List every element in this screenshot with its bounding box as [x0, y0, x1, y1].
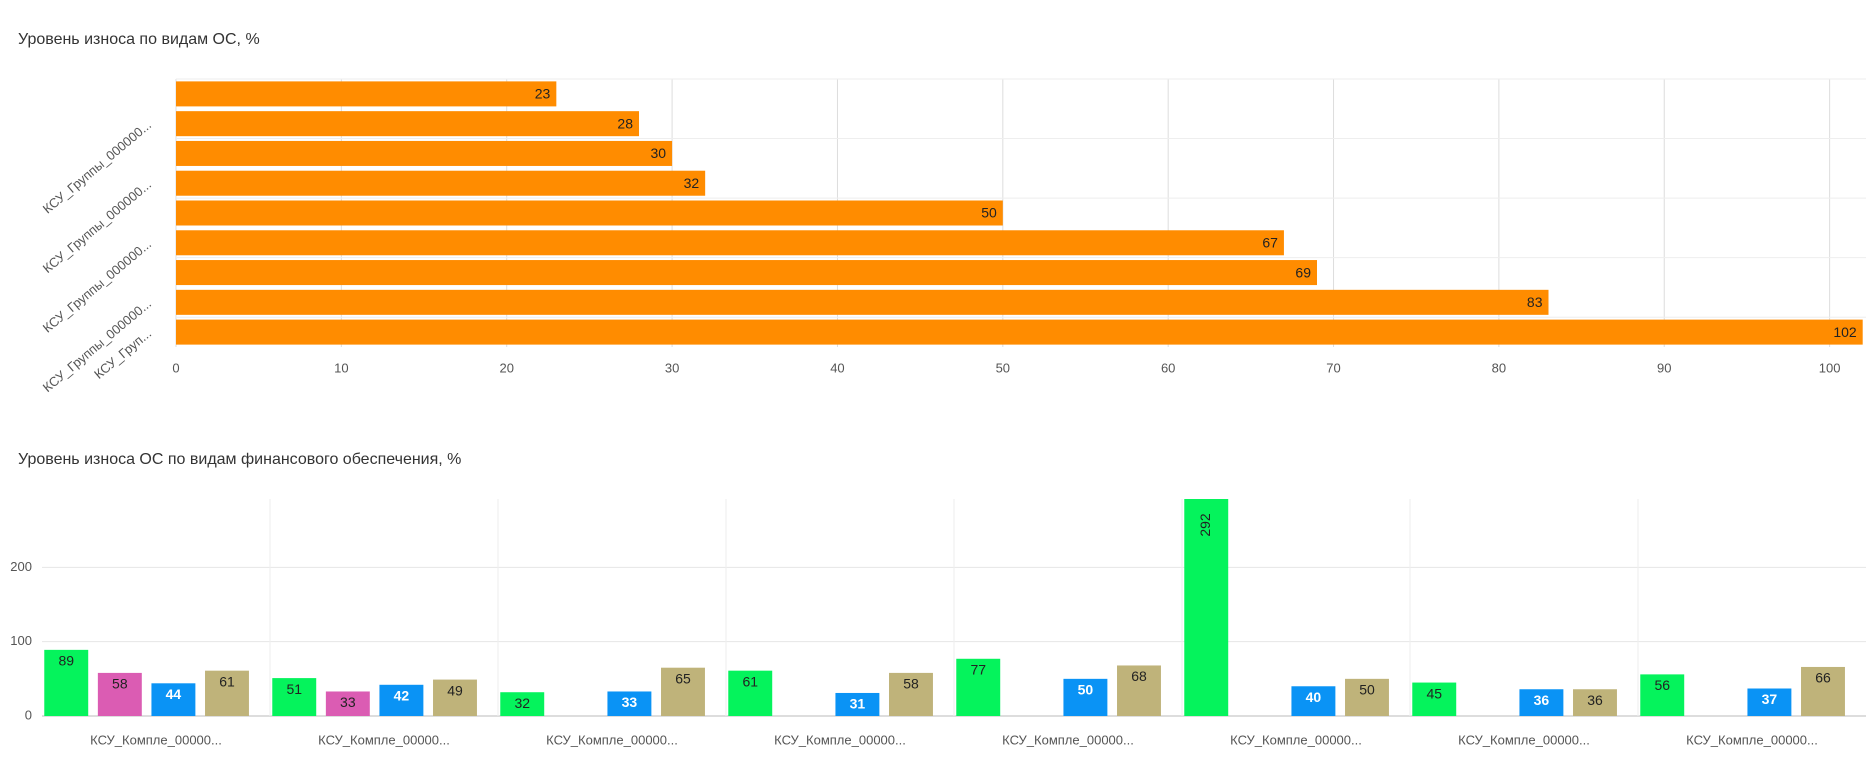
value-label: 37: [1762, 691, 1778, 707]
bar: [1184, 499, 1229, 716]
bar: [97, 672, 142, 716]
bar: [151, 683, 196, 716]
x-tick-label: КСУ_Компле_00000...: [1230, 732, 1362, 747]
bar: [1412, 682, 1457, 716]
value-label: 33: [622, 694, 638, 710]
value-label: 45: [1426, 685, 1442, 701]
bar: [176, 81, 557, 107]
x-tick-label: 60: [1161, 360, 1175, 375]
x-tick-label: 20: [499, 360, 513, 375]
bar: [1519, 689, 1564, 716]
value-label: 44: [166, 686, 182, 702]
x-tick-label: КСУ_Компле_00000...: [1458, 732, 1590, 747]
value-label: 66: [1815, 670, 1831, 686]
value-label: 77: [970, 661, 986, 677]
value-label: 50: [1359, 682, 1375, 698]
value-label: 50: [981, 205, 997, 221]
bar: [889, 672, 933, 716]
value-label: 83: [1527, 294, 1543, 310]
bar: [176, 200, 1003, 226]
y-tick-label: 100: [10, 633, 32, 648]
x-tick-label: 100: [1819, 360, 1841, 375]
x-tick-label: КСУ_Компле_00000...: [546, 732, 678, 747]
value-label: 68: [1131, 668, 1147, 684]
value-label: 61: [219, 673, 235, 689]
x-tick-label: 30: [665, 360, 679, 375]
value-label: 31: [850, 696, 866, 712]
y-tick-label: 200: [10, 559, 32, 574]
bar: [1063, 678, 1108, 716]
bar: [1801, 666, 1845, 716]
bar: [176, 170, 706, 196]
x-tick-label: КСУ_Компле_00000...: [1002, 732, 1134, 747]
x-tick-label: КСУ_Компле_00000...: [1686, 732, 1818, 747]
bar: [272, 678, 317, 716]
value-label: 33: [340, 694, 356, 710]
x-tick-label: КСУ_Компле_00000...: [318, 732, 450, 747]
bar: [835, 692, 880, 716]
value-label: 32: [684, 175, 700, 191]
bar: [433, 679, 477, 716]
value-label: 102: [1833, 324, 1857, 340]
value-label: 51: [286, 681, 302, 697]
x-tick-label: КСУ_Компле_00000...: [774, 732, 906, 747]
value-label: 30: [651, 145, 667, 161]
bar: [1117, 665, 1161, 716]
bar: [728, 670, 773, 716]
value-label: 32: [514, 695, 530, 711]
bar: [176, 289, 1549, 315]
value-label: 23: [535, 86, 551, 102]
x-tick-label: 0: [172, 360, 179, 375]
value-label: 58: [903, 676, 919, 692]
value-label: 58: [112, 676, 128, 692]
bar: [176, 230, 1284, 256]
chart-title: Уровень износа ОС по видам финансового о…: [18, 451, 461, 468]
x-tick-label: КСУ_Компле_00000...: [90, 732, 222, 747]
value-label: 67: [1262, 234, 1278, 250]
value-label: 49: [447, 682, 463, 698]
bar: [1640, 674, 1685, 716]
bar: [1291, 686, 1336, 716]
value-label: 36: [1587, 692, 1603, 708]
value-label: 61: [742, 673, 758, 689]
bar: [205, 670, 249, 716]
bar: [325, 691, 370, 716]
x-tick-label: 50: [996, 360, 1010, 375]
bar: [607, 691, 652, 716]
x-tick-label: 10: [334, 360, 348, 375]
chart-title: Уровень износа по видам ОС, %: [18, 31, 260, 48]
value-label: 69: [1295, 264, 1311, 280]
bar: [1747, 688, 1792, 716]
bar: [379, 684, 424, 716]
bar: [176, 140, 673, 166]
value-label: 50: [1078, 682, 1094, 698]
bar: [661, 667, 705, 716]
value-label: 40: [1306, 689, 1322, 705]
value-label: 292: [1197, 513, 1213, 537]
x-tick-label: 80: [1492, 360, 1506, 375]
bar: [1573, 689, 1617, 716]
value-label: 36: [1534, 692, 1550, 708]
bar: [176, 260, 1317, 286]
bar: [956, 658, 1001, 716]
x-tick-label: 90: [1657, 360, 1671, 375]
x-tick-label: 40: [830, 360, 844, 375]
value-label: 65: [675, 670, 691, 686]
x-tick-label: 70: [1326, 360, 1340, 375]
bar: [176, 319, 1863, 345]
y-tick-label: 0: [25, 707, 32, 722]
value-label: 42: [394, 687, 410, 703]
value-label: 89: [58, 653, 74, 669]
bar: [500, 692, 545, 716]
bar: [176, 111, 640, 137]
value-label: 56: [1654, 677, 1670, 693]
value-label: 28: [617, 115, 633, 131]
bar: [1345, 678, 1389, 716]
bar: [44, 649, 89, 716]
